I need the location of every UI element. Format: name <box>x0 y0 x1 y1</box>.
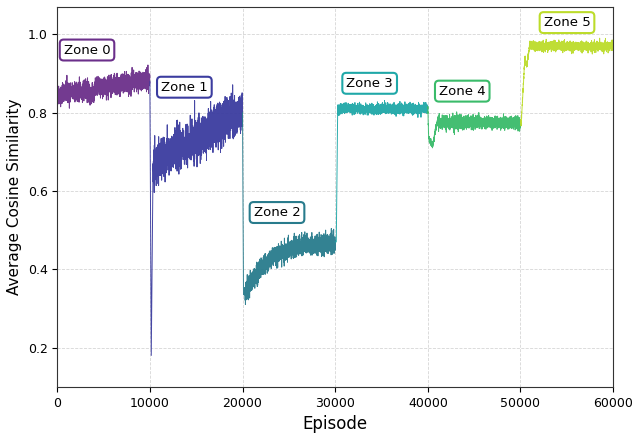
X-axis label: Episode: Episode <box>303 415 368 433</box>
Text: Zone 2: Zone 2 <box>253 206 300 219</box>
Text: Zone 1: Zone 1 <box>161 81 208 94</box>
Y-axis label: Average Cosine Similarity: Average Cosine Similarity <box>7 99 22 295</box>
Text: Zone 3: Zone 3 <box>346 77 393 90</box>
Text: Zone 0: Zone 0 <box>64 44 110 56</box>
Text: Zone 5: Zone 5 <box>543 16 590 29</box>
Text: Zone 4: Zone 4 <box>439 84 486 98</box>
